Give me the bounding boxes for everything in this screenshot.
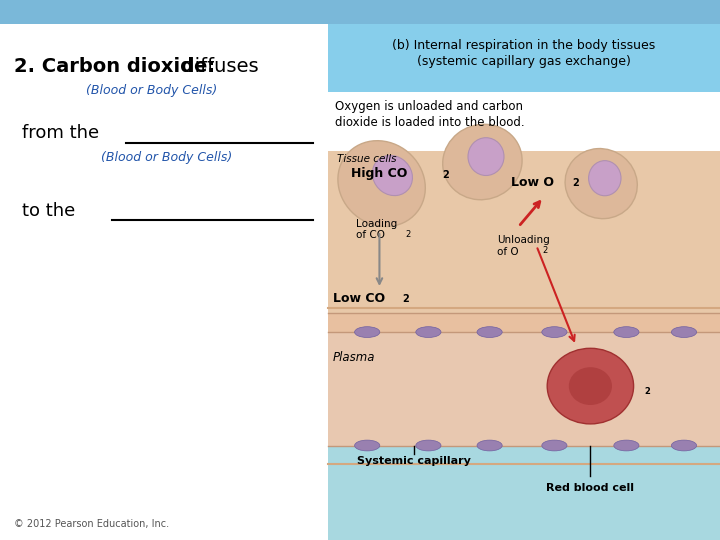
Text: 2: 2 bbox=[405, 230, 410, 239]
Text: diffuses: diffuses bbox=[176, 57, 259, 76]
Ellipse shape bbox=[416, 327, 441, 338]
Text: Low CO: Low CO bbox=[333, 292, 384, 305]
Ellipse shape bbox=[541, 327, 567, 338]
Ellipse shape bbox=[416, 440, 441, 451]
Text: High O: High O bbox=[580, 381, 622, 391]
Ellipse shape bbox=[372, 156, 413, 195]
Text: (b) Internal respiration in the body tissues: (b) Internal respiration in the body tis… bbox=[392, 39, 655, 52]
FancyBboxPatch shape bbox=[328, 151, 720, 313]
Text: (Blood or Body Cells): (Blood or Body Cells) bbox=[101, 151, 232, 164]
Text: 2: 2 bbox=[402, 294, 408, 305]
Ellipse shape bbox=[613, 327, 639, 338]
Text: Plasma: Plasma bbox=[333, 351, 375, 364]
Text: to the: to the bbox=[22, 202, 75, 220]
Ellipse shape bbox=[477, 327, 503, 338]
Ellipse shape bbox=[338, 141, 426, 226]
FancyBboxPatch shape bbox=[0, 24, 328, 540]
Ellipse shape bbox=[354, 440, 380, 451]
Ellipse shape bbox=[547, 348, 634, 424]
Text: © 2012 Pearson Education, Inc.: © 2012 Pearson Education, Inc. bbox=[14, 519, 169, 529]
Text: (systemic capillary gas exchange): (systemic capillary gas exchange) bbox=[417, 55, 631, 68]
FancyBboxPatch shape bbox=[328, 313, 720, 486]
Text: High CO: High CO bbox=[351, 167, 408, 180]
Text: 2: 2 bbox=[543, 246, 548, 255]
Text: 2: 2 bbox=[572, 178, 579, 188]
Text: 2. Carbon dioxide:: 2. Carbon dioxide: bbox=[14, 57, 215, 76]
Text: Loading
of CO: Loading of CO bbox=[356, 219, 397, 240]
Text: Red blood cell: Red blood cell bbox=[546, 483, 634, 494]
FancyBboxPatch shape bbox=[0, 0, 720, 24]
Ellipse shape bbox=[477, 440, 503, 451]
FancyBboxPatch shape bbox=[328, 92, 720, 151]
FancyBboxPatch shape bbox=[328, 24, 720, 92]
Text: Low O: Low O bbox=[511, 176, 554, 188]
Text: Systemic capillary: Systemic capillary bbox=[357, 456, 471, 467]
FancyBboxPatch shape bbox=[328, 332, 720, 446]
Text: Oxygen is unloaded and carbon: Oxygen is unloaded and carbon bbox=[335, 100, 523, 113]
Ellipse shape bbox=[671, 327, 697, 338]
Text: Tissue cells: Tissue cells bbox=[337, 154, 397, 164]
Ellipse shape bbox=[613, 440, 639, 451]
FancyBboxPatch shape bbox=[328, 367, 720, 540]
Ellipse shape bbox=[443, 124, 522, 200]
Text: dioxide is loaded into the blood.: dioxide is loaded into the blood. bbox=[335, 116, 524, 129]
Ellipse shape bbox=[569, 367, 612, 405]
Ellipse shape bbox=[588, 160, 621, 195]
Text: (Blood or Body Cells): (Blood or Body Cells) bbox=[86, 84, 217, 97]
Text: Unloading
of O: Unloading of O bbox=[497, 235, 549, 256]
FancyBboxPatch shape bbox=[328, 313, 720, 354]
Ellipse shape bbox=[468, 138, 504, 176]
Text: 2: 2 bbox=[442, 170, 449, 180]
Ellipse shape bbox=[354, 327, 380, 338]
Text: from the: from the bbox=[22, 124, 99, 142]
Ellipse shape bbox=[565, 148, 637, 219]
FancyBboxPatch shape bbox=[328, 24, 720, 540]
Text: 2: 2 bbox=[644, 387, 650, 396]
Ellipse shape bbox=[541, 440, 567, 451]
Ellipse shape bbox=[671, 440, 697, 451]
